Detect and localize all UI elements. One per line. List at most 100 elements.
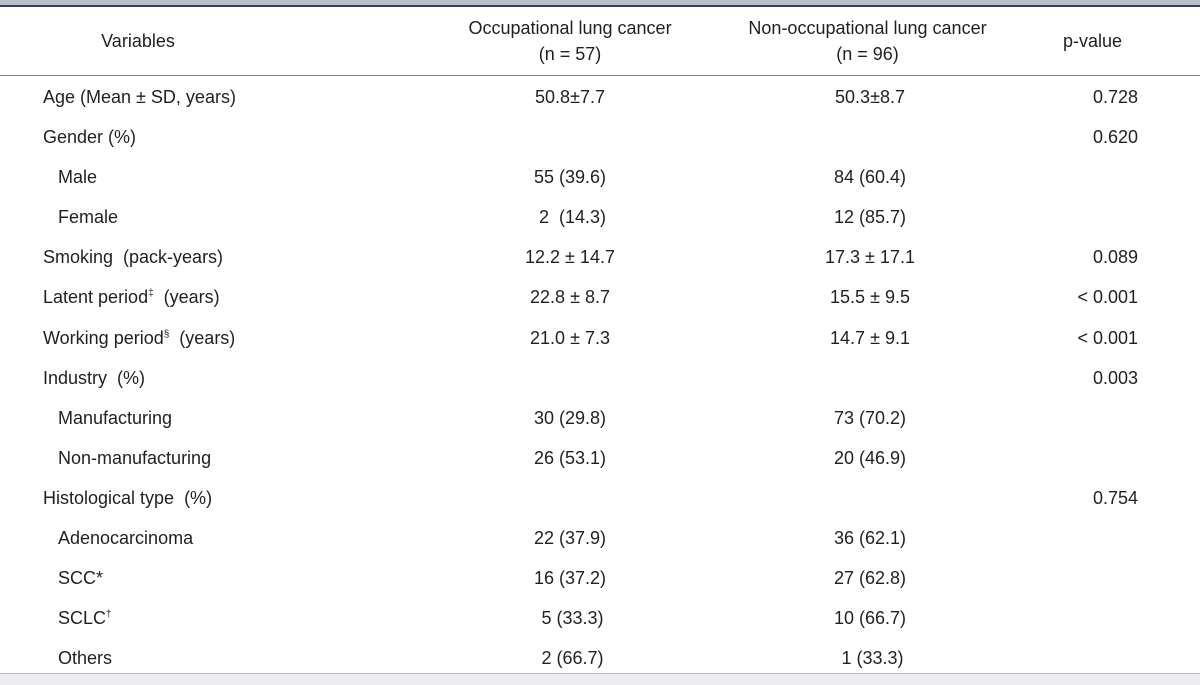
table-row: Manufacturing 30 (29.8) 73 (70.2): [0, 398, 1200, 438]
header-p-value-label: p-value: [1062, 31, 1123, 51]
table-row: Age (Mean ± SD, years) 50.8±7.7 50.3±8.7 0.…: [0, 77, 1200, 117]
row-variable-label: Adenocarcinoma: [58, 528, 194, 549]
header-p-value: p-value: [1030, 7, 1155, 75]
table-row: Histological type (%) 0.754: [0, 478, 1200, 518]
row-variable: Histological type (%): [43, 478, 212, 518]
non-occupational-value: 10 (66.7): [833, 608, 907, 629]
non-occupational-value: 20 (46.9): [833, 447, 907, 468]
non-occupational-value: 1 (33.3): [836, 648, 904, 669]
non-occupational-value: 36 (62.1): [833, 528, 907, 549]
non-occupational-value: [720, 117, 1020, 157]
non-occupational-value: 27 (62.8): [833, 568, 907, 589]
occupational-value: 5 (33.3): [536, 608, 604, 629]
top-rule: [0, 0, 1200, 7]
table-body: Age (Mean ± SD, years) 50.8±7.7 50.3±8.7 0.…: [0, 77, 1200, 678]
footnote-mark: ‡: [148, 288, 154, 300]
row-variable: Manufacturing: [58, 398, 172, 438]
non-occupational-value: 14.7 ± 9.1: [830, 327, 910, 348]
p-value: 0.003: [1092, 367, 1138, 388]
occupational-value: 22.8 ± 8.7: [530, 287, 610, 308]
occupational-value: 2 (14.3): [533, 207, 607, 228]
row-variable: Gender (%): [43, 117, 136, 157]
header-occupational-count: (n = 57): [538, 44, 602, 64]
row-variable-label: Gender (%): [43, 127, 137, 148]
table-row: Latent period‡ (years) 22.8 ± 8.7 15.5 ± 9…: [0, 277, 1200, 317]
occupational-value: [440, 358, 700, 398]
row-variable-label: Manufacturing: [58, 407, 173, 428]
non-occupational-value: [720, 358, 1020, 398]
footnote-mark: †: [106, 609, 112, 621]
row-variable: Smoking (pack-years): [43, 237, 223, 277]
p-value: 0.728: [1092, 87, 1138, 107]
header-non-occupational-title: Non-occupational lung cancer: [748, 18, 987, 38]
occupational-value: 22 (37.9): [533, 528, 607, 549]
row-variable-label: Histological type (%): [43, 487, 213, 508]
row-variable-label: Non-manufacturing: [58, 447, 212, 468]
table-row: Female 2 (14.3) 12 (85.7): [0, 197, 1200, 237]
row-variable-unit: (years): [169, 327, 236, 348]
occupational-value: 26 (53.1): [533, 447, 607, 468]
row-variable: SCC*: [58, 558, 103, 598]
row-variable-label: Working period: [43, 327, 164, 348]
header-variables: Variables: [48, 7, 228, 75]
table-row: Industry (%) 0.003: [0, 358, 1200, 398]
row-variable-label: Smoking (pack-years): [43, 247, 224, 268]
row-variable: Male: [58, 157, 97, 197]
table-row: Non-manufacturing 26 (53.1) 20 (46.9): [0, 438, 1200, 478]
non-occupational-value: 84 (60.4): [833, 167, 907, 188]
occupational-value: 12.2 ± 14.7: [525, 247, 615, 268]
row-variable-label: Latent period: [43, 287, 149, 308]
table-row: Male 55 (39.6) 84 (60.4): [0, 157, 1200, 197]
row-variable-unit: (years): [153, 287, 220, 308]
row-variable: Industry (%): [43, 358, 145, 398]
table-row: Smoking (pack-years) 12.2 ± 14.7 17.3 ± 17…: [0, 237, 1200, 277]
occupational-value: 21.0 ± 7.3: [530, 327, 610, 348]
row-variable: SCLC†: [58, 598, 112, 638]
p-value: < 0.001: [1077, 327, 1138, 348]
header-non-occupational-count: (n = 96): [836, 44, 899, 64]
occupational-value: 2 (66.7): [536, 648, 604, 669]
occupational-value: 50.8±7.7: [535, 87, 605, 107]
occupational-value: [440, 478, 700, 518]
row-variable: Age (Mean ± SD, years): [43, 77, 236, 117]
p-value: 0.754: [1092, 487, 1138, 508]
header-non-occupational: Non-occupational lung cancer (n = 96): [720, 7, 1015, 75]
table-row: Adenocarcinoma 22 (37.9) 36 (62.1): [0, 518, 1200, 558]
occupational-value: 30 (29.8): [533, 407, 607, 428]
header-variables-label: Variables: [101, 31, 175, 51]
table-header: Variables Occupational lung cancer (n = …: [0, 7, 1200, 76]
row-variable-label: SCLC: [58, 608, 107, 629]
p-value: < 0.001: [1077, 287, 1138, 308]
header-occupational-title: Occupational lung cancer: [468, 18, 672, 38]
non-occupational-value: 12 (85.7): [833, 207, 907, 228]
row-variable: Non-manufacturing: [58, 438, 211, 478]
occupational-value: [440, 117, 700, 157]
row-variable-label: Female: [58, 207, 119, 228]
p-value: 0.089: [1092, 247, 1138, 268]
non-occupational-value: 50.3±8.7: [835, 87, 905, 107]
row-variable-label: SCC*: [58, 568, 104, 589]
row-variable: Latent period‡ (years): [43, 277, 220, 317]
p-value: 0.620: [1092, 127, 1138, 148]
row-variable: Others: [58, 638, 112, 678]
non-occupational-value: [720, 478, 1020, 518]
non-occupational-value: 15.5 ± 9.5: [830, 287, 910, 308]
row-variable-label: Male: [58, 167, 98, 188]
row-variable-label: Age (Mean ± SD, years): [43, 87, 236, 107]
row-variable: Adenocarcinoma: [58, 518, 193, 558]
occupational-value: 55 (39.6): [533, 167, 607, 188]
non-occupational-value: 73 (70.2): [833, 407, 907, 428]
occupational-value: 16 (37.2): [533, 568, 607, 589]
row-variable-label: Industry (%): [43, 367, 146, 388]
row-variable: Working period§ (years): [43, 318, 235, 358]
footnote-mark: §: [163, 328, 170, 340]
table-row: Others 2 (66.7) 1 (33.3): [0, 638, 1200, 678]
row-variable-label: Others: [58, 648, 113, 669]
table-row: Gender (%) 0.620: [0, 117, 1200, 157]
header-occupational: Occupational lung cancer (n = 57): [440, 7, 700, 75]
row-variable: Female: [58, 197, 118, 237]
table-row: SCC* 16 (37.2) 27 (62.8): [0, 558, 1200, 598]
bottom-rule: [0, 673, 1200, 685]
non-occupational-value: 17.3 ± 17.1: [825, 247, 915, 268]
